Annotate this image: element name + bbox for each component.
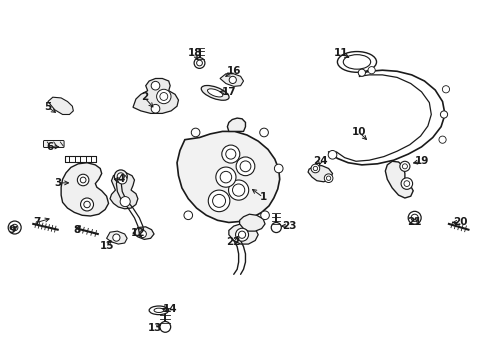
Text: 22: 22	[226, 237, 241, 247]
Circle shape	[117, 175, 127, 184]
Circle shape	[160, 93, 167, 100]
Circle shape	[196, 60, 202, 66]
Circle shape	[77, 174, 89, 186]
Circle shape	[83, 201, 90, 208]
Circle shape	[235, 228, 248, 241]
Polygon shape	[106, 231, 127, 244]
Circle shape	[208, 190, 229, 212]
Circle shape	[326, 176, 330, 180]
Circle shape	[358, 69, 365, 76]
Circle shape	[232, 184, 244, 196]
Polygon shape	[239, 214, 264, 231]
Circle shape	[212, 194, 225, 207]
Circle shape	[139, 230, 146, 238]
Circle shape	[274, 164, 283, 173]
Circle shape	[410, 214, 417, 221]
Circle shape	[215, 167, 236, 187]
Text: 17: 17	[221, 87, 236, 97]
Text: 9: 9	[9, 225, 16, 235]
Circle shape	[402, 164, 407, 169]
Circle shape	[442, 86, 448, 93]
Polygon shape	[228, 224, 258, 244]
Circle shape	[156, 89, 171, 104]
Polygon shape	[133, 227, 154, 239]
Polygon shape	[133, 78, 178, 113]
Circle shape	[220, 171, 231, 183]
Circle shape	[438, 136, 445, 143]
Circle shape	[236, 157, 254, 176]
Circle shape	[440, 111, 447, 118]
Ellipse shape	[337, 51, 376, 72]
Text: 7: 7	[33, 217, 41, 228]
Text: 24: 24	[312, 156, 327, 166]
Circle shape	[310, 164, 319, 173]
Circle shape	[225, 149, 235, 159]
Circle shape	[151, 104, 160, 113]
FancyBboxPatch shape	[43, 140, 64, 148]
Polygon shape	[227, 118, 245, 131]
Circle shape	[367, 67, 374, 74]
Text: 20: 20	[452, 217, 467, 228]
Circle shape	[271, 222, 281, 233]
Circle shape	[238, 231, 245, 238]
Text: 14: 14	[163, 304, 177, 314]
Ellipse shape	[149, 306, 168, 315]
Circle shape	[113, 234, 120, 241]
Polygon shape	[307, 166, 332, 182]
Text: 18: 18	[187, 48, 202, 58]
Circle shape	[160, 321, 170, 332]
Circle shape	[400, 178, 412, 189]
Circle shape	[399, 161, 409, 171]
Polygon shape	[61, 163, 108, 216]
Text: 8: 8	[74, 225, 81, 235]
Ellipse shape	[154, 308, 163, 312]
Circle shape	[191, 128, 200, 137]
Circle shape	[407, 211, 420, 224]
Text: 19: 19	[413, 156, 428, 166]
Circle shape	[120, 197, 130, 207]
Circle shape	[259, 128, 268, 137]
Circle shape	[228, 180, 248, 200]
Circle shape	[240, 161, 250, 172]
Text: 1: 1	[259, 192, 266, 202]
Circle shape	[194, 58, 204, 68]
Circle shape	[183, 211, 192, 220]
Polygon shape	[385, 161, 412, 198]
Text: 4: 4	[117, 174, 125, 184]
Circle shape	[260, 211, 269, 220]
Circle shape	[403, 181, 409, 186]
Polygon shape	[48, 97, 73, 114]
Text: 3: 3	[54, 178, 61, 188]
Circle shape	[81, 198, 93, 211]
Text: 12: 12	[130, 228, 145, 238]
Ellipse shape	[343, 55, 370, 69]
Circle shape	[327, 150, 336, 159]
Circle shape	[11, 224, 18, 231]
Text: 15: 15	[99, 240, 114, 251]
Text: 5: 5	[44, 102, 51, 112]
Ellipse shape	[207, 89, 223, 97]
Circle shape	[313, 166, 317, 171]
Text: 16: 16	[226, 66, 241, 76]
Circle shape	[80, 177, 86, 183]
Polygon shape	[110, 173, 138, 209]
Text: 21: 21	[407, 217, 421, 228]
Text: 11: 11	[333, 48, 348, 58]
Text: 23: 23	[282, 221, 296, 231]
Ellipse shape	[201, 85, 228, 100]
Circle shape	[8, 221, 21, 234]
Text: 10: 10	[351, 127, 366, 138]
Circle shape	[222, 145, 239, 163]
Circle shape	[117, 173, 124, 180]
Circle shape	[114, 170, 127, 183]
Circle shape	[229, 76, 236, 84]
Polygon shape	[220, 74, 243, 86]
Text: 6: 6	[46, 142, 53, 152]
Text: 2: 2	[141, 92, 147, 102]
Polygon shape	[177, 131, 279, 222]
Circle shape	[151, 81, 160, 90]
Text: 13: 13	[148, 323, 163, 333]
Circle shape	[324, 174, 332, 183]
